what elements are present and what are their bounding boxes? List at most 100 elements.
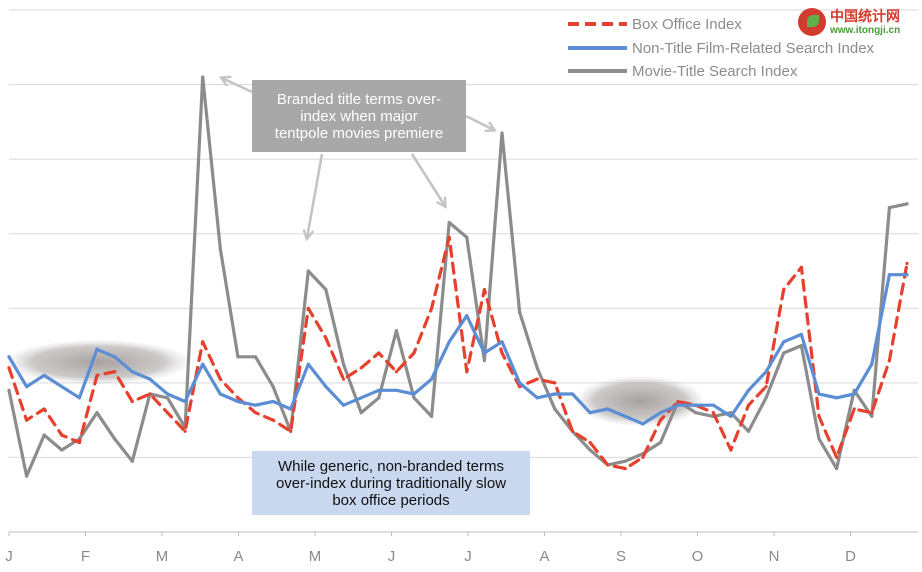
legend-label: Movie-Title Search Index <box>632 63 798 80</box>
data-point <box>165 392 170 396</box>
series-line <box>7 235 909 471</box>
data-point <box>465 370 469 374</box>
data-point <box>77 396 81 400</box>
data-point <box>148 377 152 381</box>
x-tick-label: D <box>845 548 856 565</box>
data-point <box>341 403 346 407</box>
data-point <box>500 340 504 344</box>
data-point <box>535 366 539 370</box>
data-point <box>394 388 398 392</box>
data-point <box>236 396 240 400</box>
x-tick-label: J <box>5 548 13 565</box>
data-point <box>42 407 46 411</box>
data-point <box>711 403 715 407</box>
data-point <box>447 340 451 344</box>
logo-leaf-icon <box>798 8 826 36</box>
data-point <box>165 411 170 415</box>
data-point <box>341 362 346 366</box>
data-point <box>623 467 627 471</box>
data-point <box>447 220 451 225</box>
legend-label: Non-Title Film-Related Search Index <box>632 40 875 57</box>
data-point <box>289 407 293 411</box>
data-point <box>271 418 275 422</box>
data-point <box>606 463 610 467</box>
data-point <box>324 385 328 389</box>
data-point <box>500 351 504 355</box>
data-point <box>183 399 187 404</box>
data-point <box>377 388 381 392</box>
data-point <box>887 206 892 210</box>
arrow-to-may-peak <box>307 153 324 238</box>
data-point <box>658 411 663 415</box>
data-point <box>377 351 381 355</box>
data-point <box>658 440 663 445</box>
data-point <box>218 392 222 396</box>
data-point <box>7 355 11 359</box>
data-point <box>518 381 522 385</box>
data-point <box>694 411 698 415</box>
data-point <box>359 411 363 415</box>
data-point <box>518 310 522 314</box>
data-point <box>412 396 416 400</box>
data-point <box>95 373 99 377</box>
data-point <box>641 455 645 459</box>
data-point <box>817 437 821 441</box>
x-tick-label: S <box>616 548 626 565</box>
data-point <box>535 377 539 381</box>
data-point <box>130 399 134 404</box>
data-point <box>553 407 557 411</box>
data-point <box>588 448 592 452</box>
data-point <box>271 385 275 389</box>
data-point <box>764 370 768 374</box>
data-point <box>271 399 275 404</box>
data-point <box>218 247 222 251</box>
data-point <box>394 370 398 374</box>
logo-name: 中国统计网 <box>830 9 900 25</box>
data-point <box>77 440 81 445</box>
data-point <box>870 414 874 418</box>
data-point <box>694 403 698 407</box>
data-point <box>764 396 768 400</box>
data-point <box>623 414 627 418</box>
data-point <box>394 329 398 333</box>
data-point <box>905 273 909 277</box>
data-point <box>113 370 117 374</box>
data-point <box>852 392 856 396</box>
data-point <box>430 414 434 418</box>
data-point <box>623 459 627 463</box>
data-point <box>218 377 222 381</box>
data-point <box>641 422 645 426</box>
data-point <box>676 399 680 404</box>
data-point <box>835 396 839 400</box>
data-point <box>852 407 856 411</box>
data-point <box>253 355 258 359</box>
data-point <box>887 273 892 277</box>
data-point <box>870 411 874 415</box>
data-point <box>553 381 557 385</box>
data-point <box>570 429 575 433</box>
data-point <box>201 362 205 366</box>
data-point <box>377 396 381 400</box>
x-tick-label: J <box>388 548 396 565</box>
data-point <box>606 407 610 411</box>
data-point <box>799 265 804 269</box>
data-point <box>42 373 46 377</box>
data-point <box>658 418 663 422</box>
data-point <box>253 411 258 415</box>
data-point <box>465 235 469 239</box>
series-layer <box>7 75 909 478</box>
data-point <box>553 392 557 396</box>
data-point <box>782 351 786 355</box>
generic-terms-callout: While generic, non-branded terms over-in… <box>252 451 530 515</box>
data-point <box>729 414 733 418</box>
x-tick-label: O <box>692 548 704 565</box>
series-line <box>7 273 909 426</box>
data-point <box>746 403 751 407</box>
data-point <box>465 314 469 318</box>
itongji-logo: 中国统计网 www.itongji.cn <box>798 6 920 40</box>
data-point <box>482 288 486 292</box>
data-point <box>887 358 892 363</box>
highlight-ellipse-fall <box>576 376 704 426</box>
